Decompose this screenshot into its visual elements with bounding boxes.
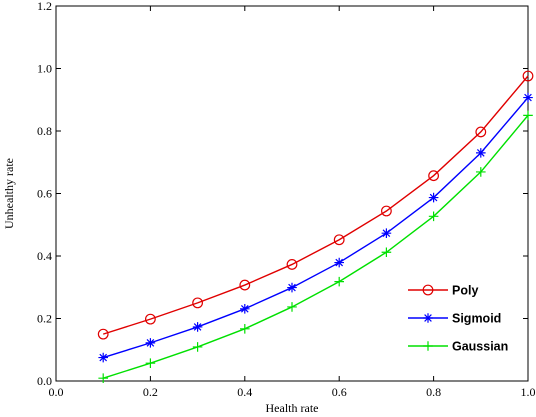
series-line-gaussian xyxy=(102,114,529,379)
data-point-gaussian-shape xyxy=(240,324,250,334)
series-poly xyxy=(97,70,534,340)
data-point-poly xyxy=(192,297,204,309)
data-point-poly-shape xyxy=(97,328,109,340)
data-point-sigmoid-shape xyxy=(98,352,108,363)
data-point-poly xyxy=(97,328,109,340)
data-point-gaussian-shape xyxy=(287,302,297,312)
data-point-sigmoid xyxy=(523,92,533,103)
data-point-gaussian-shape xyxy=(523,110,533,121)
data-point-gaussian-shape xyxy=(476,167,486,177)
data-point-gaussian xyxy=(287,302,297,312)
legend-marker-sigmoid-shape xyxy=(423,313,433,323)
data-point-poly-shape xyxy=(333,234,345,246)
data-point-gaussian xyxy=(381,247,392,258)
data-point-sigmoid xyxy=(192,322,203,332)
y-tick-label: 0.2 xyxy=(37,312,52,326)
legend-label-gaussian: Gaussian xyxy=(452,340,508,354)
data-point-poly xyxy=(428,170,440,182)
x-tick-label: 0.6 xyxy=(332,385,347,399)
series-sigmoid xyxy=(98,92,533,363)
legend-marker-poly-shape xyxy=(422,284,434,296)
y-axis-label: Unhealthy rate xyxy=(2,158,16,229)
data-point-poly xyxy=(475,126,487,138)
data-point-gaussian-shape xyxy=(428,211,439,222)
data-point-sigmoid xyxy=(334,257,344,268)
legend-marker-gaussian xyxy=(423,341,433,351)
data-point-sigmoid xyxy=(381,228,392,238)
data-point-poly xyxy=(381,205,392,217)
data-point-poly xyxy=(239,279,251,291)
data-point-gaussian xyxy=(240,324,250,334)
x-axis-label: Health rate xyxy=(266,401,319,415)
data-point-gaussian xyxy=(476,167,486,177)
axis-ticks: 0.0 0.2 0.4 0.6 0.8 1.0 0.0 0.2 0.4 0.6 0.8 1.0 1.2 xyxy=(37,0,536,399)
data-point-poly-shape xyxy=(428,170,440,182)
data-point-poly-shape xyxy=(144,313,156,325)
data-point-sigmoid xyxy=(145,338,156,348)
data-point-gaussian xyxy=(98,373,108,383)
data-point-sigmoid-shape xyxy=(240,304,250,314)
legend-item-gaussian: Gaussian xyxy=(408,340,508,354)
y-tick-label: 0.8 xyxy=(37,124,52,138)
data-point-sigmoid-shape xyxy=(381,228,392,238)
data-point-sigmoid-shape xyxy=(145,338,156,348)
data-point-sigmoid-shape xyxy=(428,192,439,203)
data-point-poly-shape xyxy=(381,205,392,217)
legend-item-poly: Poly xyxy=(408,284,478,298)
data-point-poly-shape xyxy=(239,279,251,291)
x-tick-label: 0.8 xyxy=(426,385,441,399)
data-point-sigmoid xyxy=(240,304,250,314)
data-point-sigmoid-shape xyxy=(523,92,533,103)
series-layer xyxy=(97,70,534,383)
data-point-gaussian-shape xyxy=(192,342,203,352)
legend-label-sigmoid: Sigmoid xyxy=(452,312,501,326)
data-point-poly xyxy=(286,259,298,270)
data-point-gaussian xyxy=(145,358,156,368)
y-tick-label: 0.6 xyxy=(37,187,52,201)
data-point-gaussian-shape xyxy=(381,247,392,258)
legend-marker-gaussian-shape xyxy=(423,341,433,351)
legend-marker-sigmoid xyxy=(423,313,433,323)
data-point-gaussian xyxy=(192,342,203,352)
x-tick-label: 0.0 xyxy=(49,385,64,399)
data-point-gaussian-shape xyxy=(145,358,156,368)
data-point-poly xyxy=(333,234,345,246)
y-tick-label: 0.0 xyxy=(37,374,52,388)
data-point-sigmoid xyxy=(476,148,486,158)
series-line-poly xyxy=(102,75,529,335)
data-point-gaussian-shape xyxy=(98,373,108,383)
y-tick-label: 1.2 xyxy=(37,0,52,13)
legend-item-sigmoid: Sigmoid xyxy=(408,312,501,326)
data-point-gaussian xyxy=(428,211,439,222)
data-point-poly-shape xyxy=(475,126,487,138)
data-point-poly xyxy=(144,313,156,325)
data-point-poly-shape xyxy=(286,259,298,270)
data-point-gaussian xyxy=(334,276,344,287)
series-line-sigmoid xyxy=(102,97,529,359)
data-point-gaussian xyxy=(523,110,533,121)
data-point-sigmoid-shape xyxy=(334,257,344,268)
data-point-sigmoid-shape xyxy=(287,282,297,293)
data-point-poly-shape xyxy=(522,70,534,82)
data-point-sigmoid-shape xyxy=(476,148,486,158)
data-point-poly-shape xyxy=(192,297,204,309)
x-tick-label: 0.2 xyxy=(143,385,158,399)
y-tick-label: 1.0 xyxy=(37,62,52,76)
data-point-poly xyxy=(522,70,534,82)
legend-marker-poly xyxy=(422,284,434,296)
series-gaussian xyxy=(98,110,533,383)
legend-label-poly: Poly xyxy=(452,284,478,298)
data-point-sigmoid xyxy=(428,192,439,203)
x-tick-label: 0.4 xyxy=(237,385,252,399)
data-point-sigmoid xyxy=(98,352,108,363)
legend: Poly Sigmoid Gaussian xyxy=(408,284,508,354)
y-tick-label: 0.4 xyxy=(37,249,52,263)
data-point-gaussian-shape xyxy=(334,276,344,287)
x-tick-label: 1.0 xyxy=(521,385,536,399)
data-point-sigmoid-shape xyxy=(192,322,203,332)
data-point-sigmoid xyxy=(287,282,297,293)
